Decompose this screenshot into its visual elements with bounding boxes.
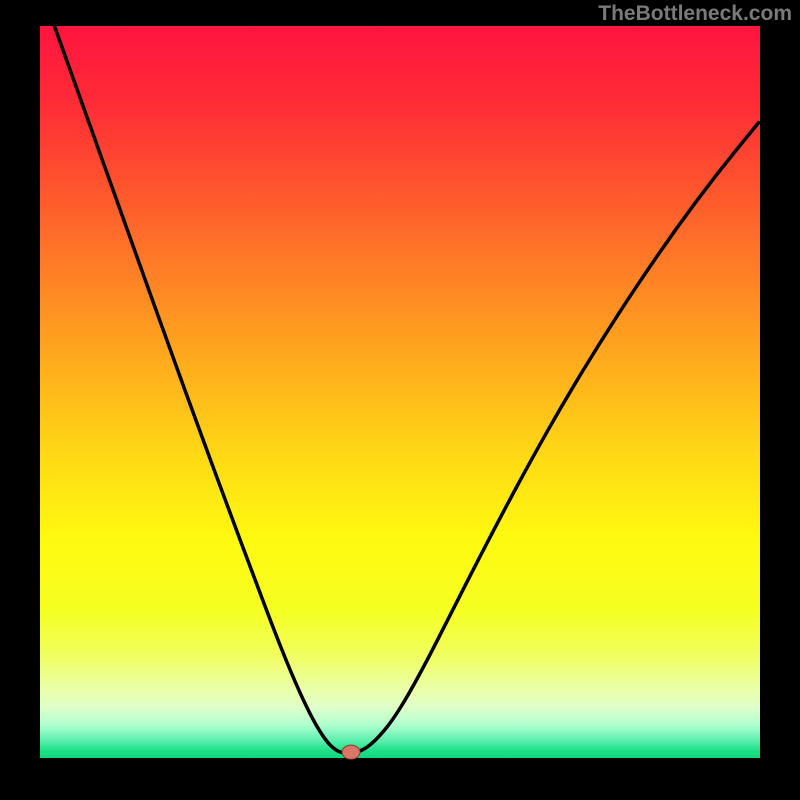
chart-container: TheBottleneck.com — [0, 0, 800, 800]
curve-svg — [40, 26, 760, 758]
bottleneck-curve — [54, 26, 758, 753]
plot-area — [40, 26, 760, 758]
watermark-text: TheBottleneck.com — [598, 2, 792, 26]
optimal-marker — [342, 745, 360, 759]
